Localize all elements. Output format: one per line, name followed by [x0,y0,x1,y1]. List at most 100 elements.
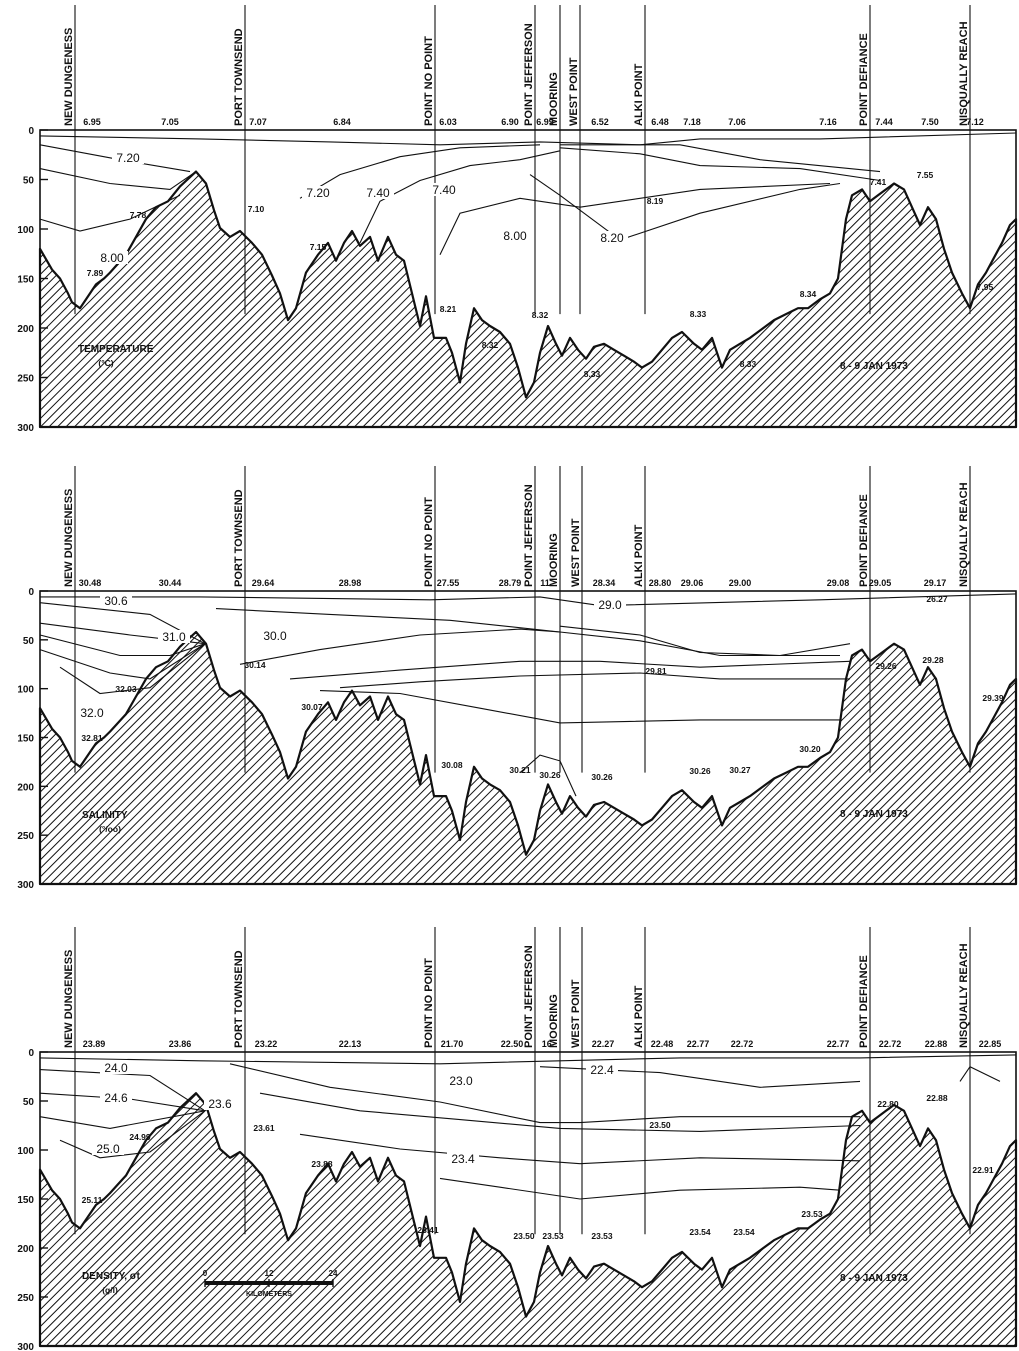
unit-label: (°/oo) [99,824,121,834]
surface-value: 7.18 [683,117,701,127]
isoline-label: 23.6 [208,1097,232,1111]
isoline-label-bg [204,1097,236,1110]
isoline [239,628,840,665]
isoline-label: 29.0 [598,598,622,612]
bottom-value: 29.28 [922,655,944,665]
station-label: NISQUALLY REACH [958,21,970,126]
surface-value: 30.44 [159,578,182,588]
isoline-label-bg [594,598,626,611]
isoline-label-bg [100,1061,132,1074]
date-label: 8 - 9 JAN 1973 [840,809,908,820]
depth-tick-label: 250 [17,831,34,842]
isoline-label: 23.0 [449,1074,473,1088]
isoline [559,625,851,657]
isoline [529,174,841,241]
scale-tick-label: 0 [203,1269,208,1278]
bottom-value: 23.50 [513,1231,535,1241]
isoline [39,1069,206,1112]
isoline-label-bg [112,151,144,164]
panel-2: 0 50 100 150 200 250 300 NEW DUNGENESS PORT TOWN… [17,927,1018,1351]
bottom-value: 29.39 [982,693,1004,703]
surface-value: 28.34 [593,578,616,588]
isoline-label-bg [499,229,531,242]
surface-value: 29.64 [252,578,275,588]
isoline-label-bg [96,251,128,264]
station-label: ALKI POINT [633,524,645,587]
bottom-value: 32.81 [81,733,103,743]
surface-value: 30.48 [79,578,102,588]
bottom-value: 30.26 [689,766,711,776]
bottom-value: 30.08 [441,760,463,770]
isoline [959,1065,1001,1082]
isoline-label-bg [259,629,291,642]
isoline [39,132,1017,146]
seafloor-profile [38,630,1018,886]
station-label: MOORING [548,994,560,1048]
surface-value: 7.16 [819,117,837,127]
panels: 0 50 100 150 200 250 300 NEW DUNGENESS PORT TOWN… [17,5,1018,1351]
isoline-label: 25.0 [96,1142,120,1156]
depth-tick-label: 300 [17,423,34,434]
surface-value: 29.00 [729,578,752,588]
isoline-label-bg [586,1063,618,1076]
isoline-label: 7.20 [306,186,330,200]
bottom-value: 30.27 [729,765,751,775]
bottom-value: 26.27 [926,594,948,604]
surface-value: 28.79 [499,578,522,588]
isoline-label: 24.6 [104,1091,128,1105]
isoline [299,1133,861,1165]
surface-value: 6.95 [83,117,101,127]
surface-value: 29.17 [924,578,947,588]
surface-value: 7.06 [728,117,746,127]
surface-value: 28.80 [649,578,672,588]
surface-value: 22.27 [592,1039,615,1049]
depth-tick-label: 100 [17,1146,34,1157]
station-label: NISQUALLY REACH [958,943,970,1048]
isoline-label-bg [158,630,190,643]
isoline [559,147,881,182]
surface-value: 27.55 [437,578,460,588]
isoline [59,1110,206,1159]
station-label: PORT TOWNSEND [233,28,245,126]
isoline-label-bg [92,1142,124,1155]
isoline-label-bg [428,183,460,196]
isoline [229,1063,860,1124]
bottom-value: 23.88 [311,1159,333,1169]
panel-0: 0 50 100 150 200 250 300 NEW DUNGENESS PORT TOWN… [17,5,1018,434]
bottom-value: 23.54 [733,1227,755,1237]
station-label: POINT JEFFERSON [523,23,535,126]
depth-tick-label: 200 [17,1244,34,1255]
isoline [560,144,881,173]
surface-value: 29.06 [681,578,704,588]
panel-label: SALINITY [82,810,128,821]
surface-value: 7.50 [921,117,939,127]
depth-tick-label: 0 [28,1048,34,1059]
isoline [40,593,1017,607]
surface-value: 29.08 [827,578,850,588]
isoline-label: 32.0 [80,706,104,720]
depth-tick-label: 250 [17,1293,34,1304]
bottom-value: 23.41 [417,1225,439,1235]
isoline-label-bg [100,594,132,607]
bottom-value: 22.88 [926,1093,948,1103]
surface-value: 7.07 [249,117,267,127]
isoline [319,690,840,724]
bottom-value: 23.53 [801,1209,823,1219]
station-label: POINT DEFIANCE [858,33,870,126]
depth-tick-label: 300 [17,880,34,891]
station-label: NEW DUNGENESS [63,489,75,587]
isoline-label: 7.40 [366,186,390,200]
isoline-label-bg [362,186,394,199]
bottom-value: 23.54 [689,1227,711,1237]
surface-value: 16. [542,1039,555,1049]
bottom-value: 29.26 [875,661,897,671]
unit-label: (°C) [98,358,113,368]
panel-1: 0 50 100 150 200 250 300 NEW DUNGENESS PORT TOWN… [17,466,1018,891]
depth-tick-label: 0 [28,587,34,598]
surface-value: 23.86 [169,1039,192,1049]
bottom-value: 7.10 [248,204,265,214]
isoline-label: 8.00 [503,229,527,243]
isoline-label-bg [100,1091,132,1104]
surface-value: 22.85 [979,1039,1002,1049]
